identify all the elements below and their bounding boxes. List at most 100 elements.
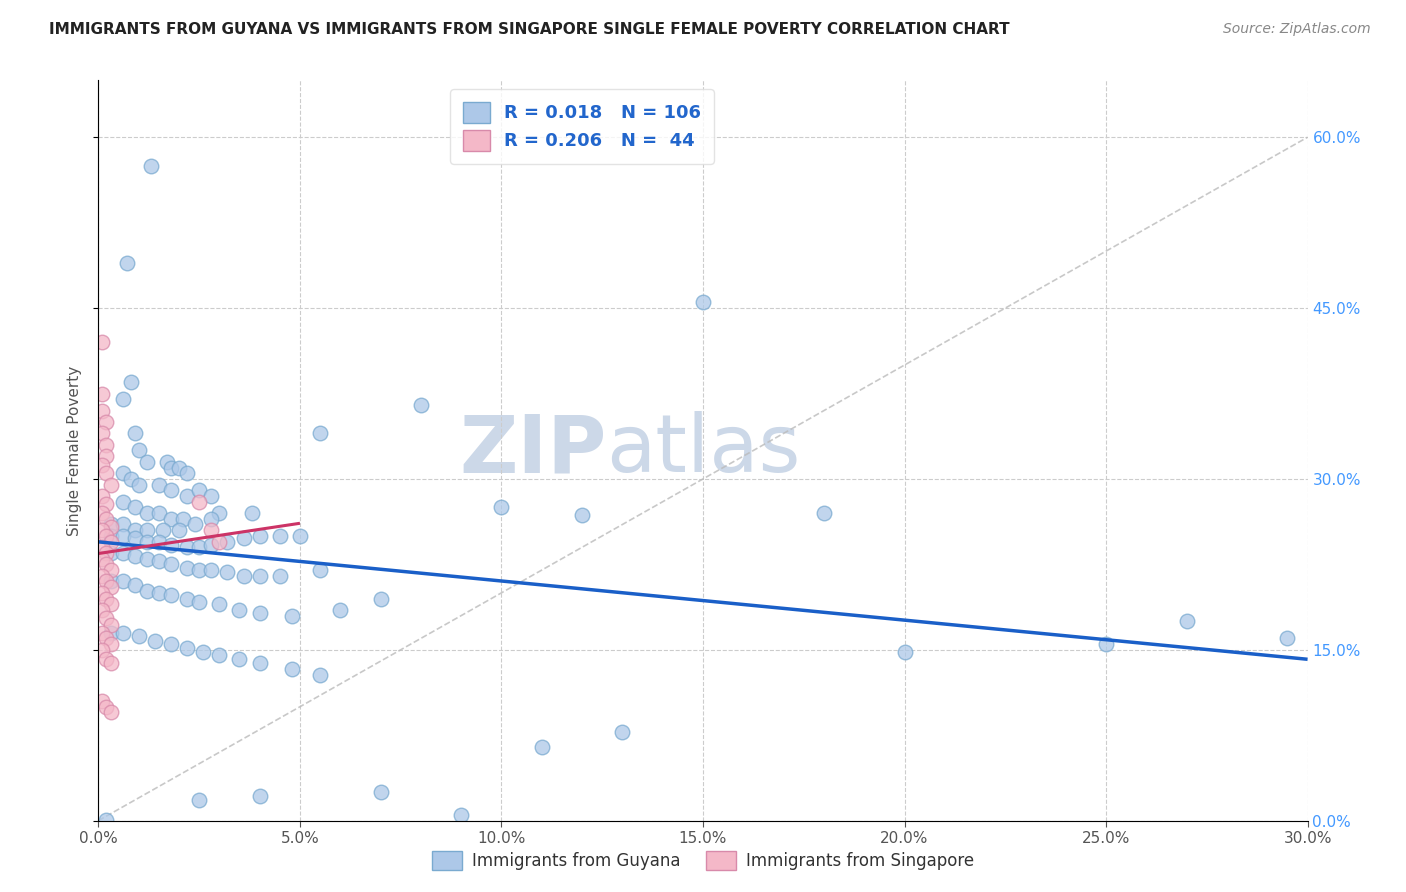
Point [135,551,157,566]
Point [96,467,118,481]
Point [240,506,263,520]
Point [91,458,114,473]
Point [269,568,291,582]
Point [124,549,146,564]
Legend: R = 0.018   N = 106, R = 0.206   N =  44: R = 0.018 N = 106, R = 0.206 N = 44 [450,89,714,163]
Point [370,591,392,606]
Point [309,563,332,577]
Point [188,793,211,807]
Point [135,534,157,549]
Point [96,652,118,666]
Point [450,808,472,822]
Point [208,648,231,663]
Point [100,546,122,560]
Point [160,460,183,475]
Point [111,517,134,532]
Point [249,789,271,803]
Point [100,617,122,632]
Point [176,640,198,655]
Point [96,449,118,463]
Point [100,520,122,534]
Point [100,534,122,549]
Text: ZIP: ZIP [458,411,606,490]
Point [269,529,291,543]
Point [188,563,211,577]
Point [128,629,150,643]
Point [111,546,134,560]
Point [96,632,118,646]
Point [309,426,332,441]
Point [148,477,170,491]
Point [228,603,250,617]
Point [184,517,207,532]
Point [96,512,118,526]
Point [100,529,122,543]
Point [329,603,352,617]
Point [96,438,118,452]
Point [124,523,146,537]
Point [111,392,134,407]
Point [96,529,118,543]
Point [571,508,593,523]
Point [111,529,134,543]
Point [135,506,157,520]
Text: IMMIGRANTS FROM GUYANA VS IMMIGRANTS FROM SINGAPORE SINGLE FEMALE POVERTY CORREL: IMMIGRANTS FROM GUYANA VS IMMIGRANTS FRO… [49,22,1010,37]
Point [167,523,190,537]
Point [281,608,304,623]
Point [100,706,122,720]
Legend: Immigrants from Guyana, Immigrants from Singapore: Immigrants from Guyana, Immigrants from … [426,844,980,877]
Point [409,398,432,412]
Point [96,558,118,572]
Point [91,551,114,566]
Point [124,578,146,592]
Point [176,591,198,606]
Point [135,523,157,537]
Point [115,255,138,269]
Point [217,566,239,580]
Point [100,580,122,594]
Point [160,483,183,498]
Point [612,724,634,739]
Point [288,529,311,543]
Point [120,472,142,486]
Text: atlas: atlas [606,411,800,490]
Point [100,597,122,611]
Point [1277,632,1299,646]
Point [91,489,114,503]
Point [893,645,915,659]
Point [193,645,215,659]
Point [91,386,114,401]
Point [152,523,174,537]
Point [139,159,162,173]
Point [111,467,134,481]
Point [200,489,222,503]
Point [91,403,114,417]
Point [200,523,222,537]
Point [309,668,332,682]
Point [491,500,513,515]
Point [249,568,271,582]
Point [100,625,122,640]
Point [111,625,134,640]
Point [135,583,157,598]
Point [91,335,114,350]
Point [148,506,170,520]
Point [100,517,122,532]
Point [232,568,254,582]
Point [124,531,146,545]
Point [96,611,118,625]
Point [200,563,222,577]
Point [120,375,142,389]
Point [100,574,122,589]
Point [100,657,122,671]
Point [128,443,150,458]
Point [135,455,157,469]
Point [96,497,118,511]
Point [91,642,114,657]
Point [91,568,114,582]
Point [160,538,183,552]
Point [217,534,239,549]
Point [249,529,271,543]
Point [1175,615,1198,629]
Point [208,506,231,520]
